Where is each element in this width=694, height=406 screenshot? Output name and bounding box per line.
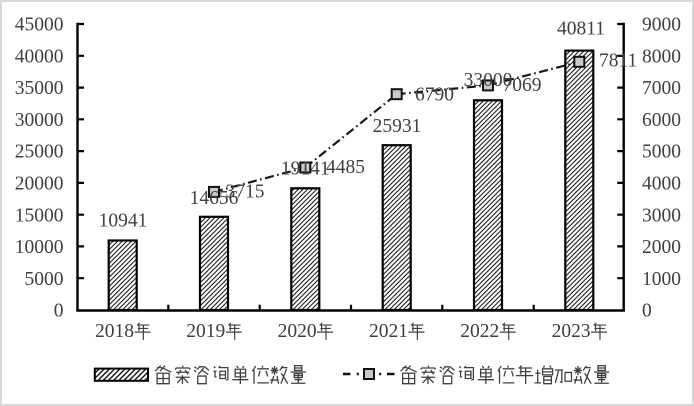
svg-text:2023: 2023	[552, 321, 591, 342]
svg-text:14656: 14656	[190, 188, 239, 209]
svg-text:5000: 5000	[642, 142, 681, 163]
svg-text:3715: 3715	[226, 182, 265, 203]
svg-text:2018: 2018	[95, 321, 134, 342]
svg-text:4485: 4485	[326, 157, 365, 178]
svg-text:20000: 20000	[15, 174, 64, 195]
svg-text:7069: 7069	[503, 75, 542, 96]
svg-text:5000: 5000	[25, 269, 64, 290]
svg-text:25000: 25000	[15, 142, 64, 163]
svg-text:35000: 35000	[15, 78, 64, 99]
svg-text:4000: 4000	[642, 174, 681, 195]
svg-text:2020: 2020	[278, 321, 317, 342]
svg-text:10941: 10941	[99, 211, 148, 232]
svg-text:19141: 19141	[281, 159, 330, 180]
svg-text:40811: 40811	[557, 19, 605, 40]
svg-text:15000: 15000	[15, 205, 64, 226]
svg-text:25931: 25931	[373, 116, 422, 137]
svg-text:2000: 2000	[642, 237, 681, 258]
svg-text:6000: 6000	[642, 110, 681, 131]
svg-text:9000: 9000	[642, 15, 681, 36]
svg-text:3000: 3000	[642, 205, 681, 226]
svg-text:1000: 1000	[642, 269, 681, 290]
svg-text:2019: 2019	[186, 321, 225, 342]
svg-text:33000: 33000	[464, 70, 513, 91]
svg-text:10000: 10000	[15, 237, 64, 258]
svg-text:45000: 45000	[15, 15, 64, 36]
svg-text:2021: 2021	[369, 321, 408, 342]
svg-text:0: 0	[642, 301, 652, 322]
svg-text:0: 0	[54, 301, 64, 322]
svg-text:2022: 2022	[460, 321, 499, 342]
svg-text:7000: 7000	[642, 78, 681, 99]
svg-text:8000: 8000	[642, 46, 681, 67]
svg-text:30000: 30000	[15, 110, 64, 131]
svg-text:40000: 40000	[15, 46, 64, 67]
svg-text:7811: 7811	[599, 51, 637, 72]
svg-text:6790: 6790	[415, 85, 454, 106]
